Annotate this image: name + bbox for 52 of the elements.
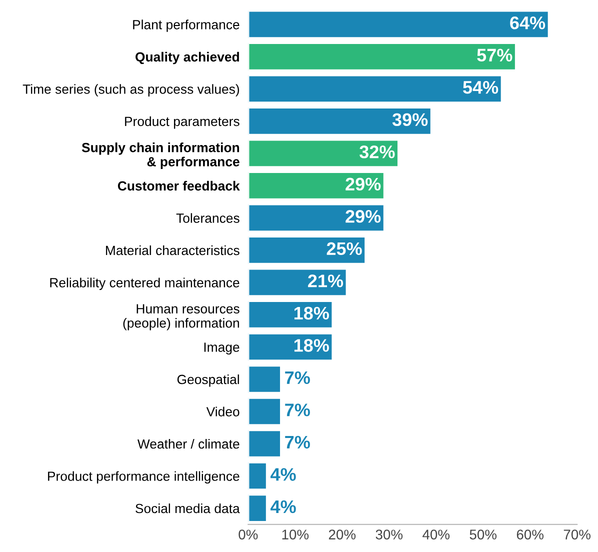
data-label: 39%: [392, 113, 428, 126]
y-tick-label: Quality achieved: [136, 52, 239, 64]
data-label: 7%: [285, 404, 310, 416]
data-label: 32%: [360, 146, 395, 158]
y-tick-label: Product performance intelligence: [48, 471, 240, 484]
bar: [248, 268, 348, 298]
bar: [248, 300, 334, 330]
data-label: 29%: [346, 178, 381, 191]
bar: [248, 396, 282, 426]
bar: [248, 235, 367, 265]
y-tick-label: Social media data: [136, 503, 240, 514]
x-tick-label: 40%: [422, 530, 450, 540]
x-tick-label: 10%: [282, 530, 309, 540]
data-label: 7%: [285, 371, 310, 384]
data-label: 29%: [346, 210, 381, 223]
x-tick-label: 70%: [564, 530, 590, 540]
bar: [248, 332, 334, 362]
bar: [248, 203, 386, 233]
y-tick-label: Customer feedback: [118, 180, 240, 191]
data-label: 54%: [463, 81, 498, 94]
bar: [248, 429, 282, 459]
data-label: 18%: [294, 339, 329, 352]
y-tick-label: Human resources (people) information: [123, 304, 240, 330]
y-tick-label: Weather / climate: [137, 438, 240, 449]
bar: [248, 74, 503, 104]
data-label: 18%: [294, 306, 329, 320]
data-label: 25%: [326, 242, 362, 256]
data-label: 57%: [477, 48, 512, 62]
bar: [248, 170, 386, 200]
y-tick-label: Geospatial: [177, 374, 239, 387]
y-tick-label: Time series (such as process values): [22, 84, 240, 96]
y-tick-label: Material characteristics: [106, 245, 240, 256]
y-tick-label: Video: [206, 406, 240, 416]
bar: [248, 364, 282, 394]
y-tick-label: Product parameters: [125, 116, 240, 129]
x-tick-label: 60%: [516, 530, 544, 540]
bar: [248, 10, 550, 40]
bar: [248, 106, 432, 136]
y-tick-label: Image: [204, 342, 240, 355]
data-label: 7%: [285, 436, 310, 449]
x-tick-label: 50%: [470, 530, 497, 540]
y-tick-label: Supply chain information & performance: [82, 142, 240, 170]
data-label: 21%: [308, 274, 344, 288]
x-tick-label: 0%: [238, 530, 258, 540]
y-tick-label: Plant performance: [133, 20, 240, 32]
x-tick-label: 30%: [376, 530, 403, 540]
x-tick-label: 20%: [328, 530, 356, 540]
data-label: 4%: [270, 500, 296, 514]
y-tick-label: Tolerances: [176, 213, 240, 223]
data-label: 64%: [510, 16, 546, 30]
data-label: 4%: [270, 468, 296, 481]
y-tick-label: Reliability centered maintenance: [50, 278, 240, 290]
